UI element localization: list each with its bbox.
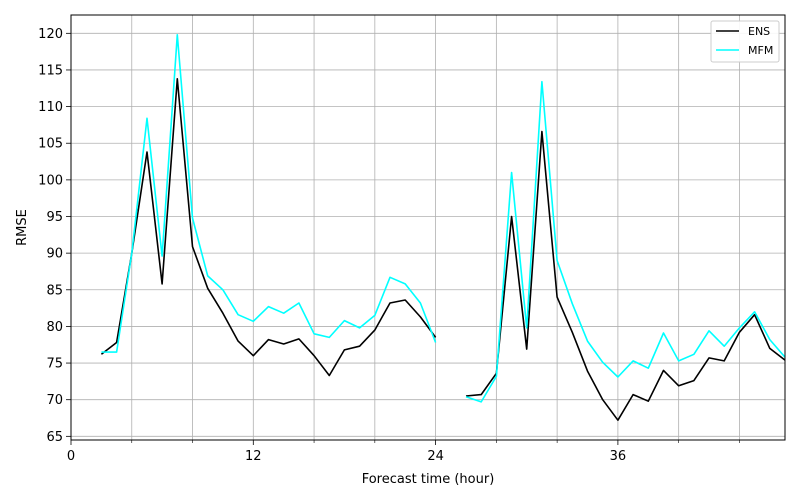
x-tick-label: 0 xyxy=(67,449,75,464)
plot-frame xyxy=(70,14,786,441)
legend: ENS MFM xyxy=(710,20,780,63)
series-line-mfm xyxy=(101,33,437,353)
y-tick-label: 105 xyxy=(38,137,63,152)
y-tick-label: 90 xyxy=(46,247,63,262)
x-tick-label: 12 xyxy=(245,449,262,464)
y-axis-label: RMSE xyxy=(15,209,30,246)
tick-layer: 0 12 24 36 65 70 75 80 85 90 95 100 105 110 115 120 xyxy=(38,27,740,464)
y-tick-label: 115 xyxy=(38,63,63,78)
y-tick-label: 100 xyxy=(38,173,63,188)
series-layer xyxy=(100,33,786,422)
y-tick-label: 80 xyxy=(46,320,63,335)
y-tick-label: 120 xyxy=(38,27,63,42)
x-axis-label: Forecast time (hour) xyxy=(362,472,495,487)
y-tick-label: 110 xyxy=(38,100,63,115)
series-line-mfm xyxy=(465,80,786,403)
series-line-ens xyxy=(100,78,437,377)
legend-label-mfm: MFM xyxy=(748,44,773,57)
series-line-ens xyxy=(465,130,786,422)
y-tick-label: 65 xyxy=(46,430,63,445)
x-tick-label: 24 xyxy=(427,449,444,464)
y-tick-label: 70 xyxy=(46,393,63,408)
y-tick-label: 75 xyxy=(46,357,63,372)
y-tick-label: 85 xyxy=(46,283,63,298)
grid-layer xyxy=(70,15,785,440)
y-tick-label: 95 xyxy=(46,210,63,225)
legend-label-ens: ENS xyxy=(748,25,770,38)
x-tick-label: 36 xyxy=(610,449,627,464)
